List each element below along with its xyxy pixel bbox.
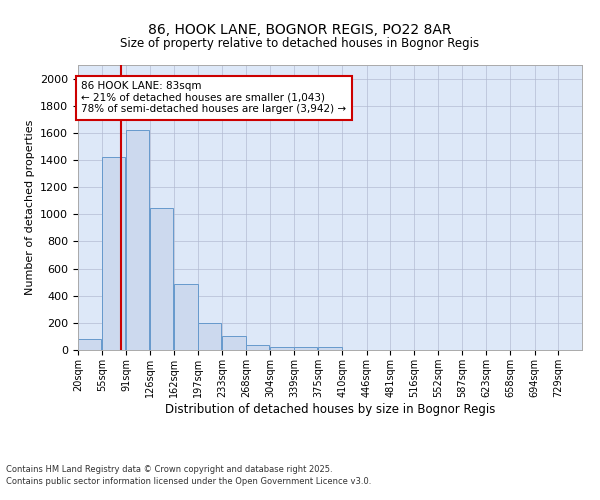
- Text: 86, HOOK LANE, BOGNOR REGIS, PO22 8AR: 86, HOOK LANE, BOGNOR REGIS, PO22 8AR: [148, 22, 452, 36]
- Bar: [78, 339, 101, 350]
- Bar: [174, 284, 197, 350]
- Text: Size of property relative to detached houses in Bognor Regis: Size of property relative to detached ho…: [121, 38, 479, 51]
- X-axis label: Distribution of detached houses by size in Bognor Regis: Distribution of detached houses by size …: [165, 402, 495, 415]
- Bar: [319, 348, 342, 350]
- Text: Contains public sector information licensed under the Open Government Licence v3: Contains public sector information licen…: [6, 476, 371, 486]
- Y-axis label: Number of detached properties: Number of detached properties: [25, 120, 35, 295]
- Bar: [222, 336, 245, 350]
- Bar: [294, 348, 317, 350]
- Bar: [150, 208, 173, 350]
- Text: Contains HM Land Registry data © Crown copyright and database right 2025.: Contains HM Land Registry data © Crown c…: [6, 466, 332, 474]
- Bar: [246, 346, 269, 350]
- Bar: [271, 346, 294, 350]
- Bar: [102, 158, 125, 350]
- Bar: [198, 323, 221, 350]
- Bar: [126, 130, 149, 350]
- Text: 86 HOOK LANE: 83sqm
← 21% of detached houses are smaller (1,043)
78% of semi-det: 86 HOOK LANE: 83sqm ← 21% of detached ho…: [82, 82, 347, 114]
